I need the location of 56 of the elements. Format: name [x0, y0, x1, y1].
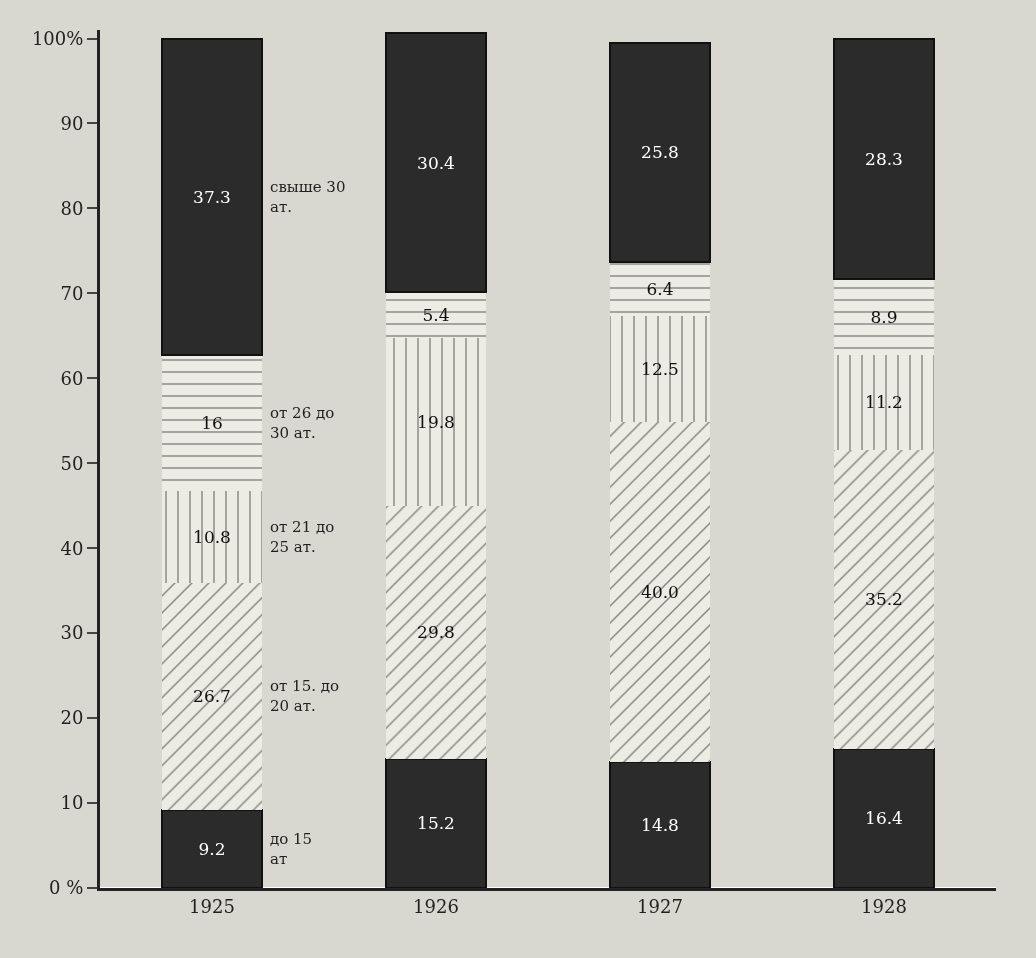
data-label: 30.4	[417, 152, 455, 173]
x-tick-label: 1926	[413, 895, 459, 917]
bar	[609, 316, 711, 423]
data-label: 29.8	[417, 622, 455, 643]
data-label: 6.4	[646, 279, 674, 300]
y-tick-label: 20	[60, 707, 84, 729]
bar	[833, 449, 935, 749]
y-tick-label: 80	[60, 197, 84, 219]
data-label: 10.8	[193, 527, 231, 548]
data-label: 12.5	[641, 359, 679, 380]
bar	[385, 505, 487, 759]
bar	[161, 491, 263, 584]
y-tick-label: 0 %	[49, 877, 84, 899]
bar	[385, 337, 487, 506]
data-label: 16.4	[865, 808, 903, 829]
data-label: 11.2	[865, 392, 903, 413]
x-tick-label: 1925	[189, 895, 235, 917]
bar	[833, 278, 935, 355]
data-label: 25.8	[641, 142, 679, 163]
y-tick-label: 30	[60, 622, 84, 644]
bar	[161, 583, 263, 810]
data-label: 16	[201, 413, 223, 434]
bar	[160, 37, 264, 357]
series-label: до 15 ат	[270, 830, 313, 868]
series-label: от 26 до 30 ат.	[270, 404, 335, 442]
data-label: 9.2	[198, 838, 226, 859]
data-label: 35.2	[865, 589, 903, 610]
bar	[385, 291, 487, 338]
bar	[161, 355, 263, 492]
data-label: 28.3	[865, 148, 903, 169]
bar	[609, 261, 711, 317]
y-tick-label: 90	[60, 112, 84, 134]
series-label: от 21 до 25 ат.	[270, 518, 335, 556]
y-tick-label: 60	[60, 367, 84, 389]
bar	[832, 37, 936, 280]
x-tick-label: 1928	[861, 895, 907, 917]
data-label: 5.4	[422, 304, 450, 325]
bar	[833, 354, 935, 450]
series-label: от 15. до 20 ат.	[270, 677, 339, 715]
data-label: 37.3	[193, 186, 231, 207]
data-label: 15.2	[417, 813, 455, 834]
y-tick-label: 40	[60, 537, 84, 559]
data-label: 26.7	[193, 686, 231, 707]
data-label: 40.0	[641, 582, 679, 603]
bar	[384, 32, 488, 293]
data-label: 8.9	[870, 306, 898, 327]
y-tick-label: 70	[60, 282, 84, 304]
x-tick-label: 1927	[637, 895, 683, 917]
bar	[608, 41, 712, 263]
y-tick-label: 10	[60, 792, 84, 814]
data-label: 19.8	[417, 411, 455, 432]
series-label: свыше 30 ат.	[270, 178, 346, 216]
y-tick-label: 100%	[31, 27, 84, 49]
data-label: 14.8	[641, 815, 679, 836]
bar	[609, 422, 711, 763]
y-tick-label: 50	[60, 452, 84, 474]
